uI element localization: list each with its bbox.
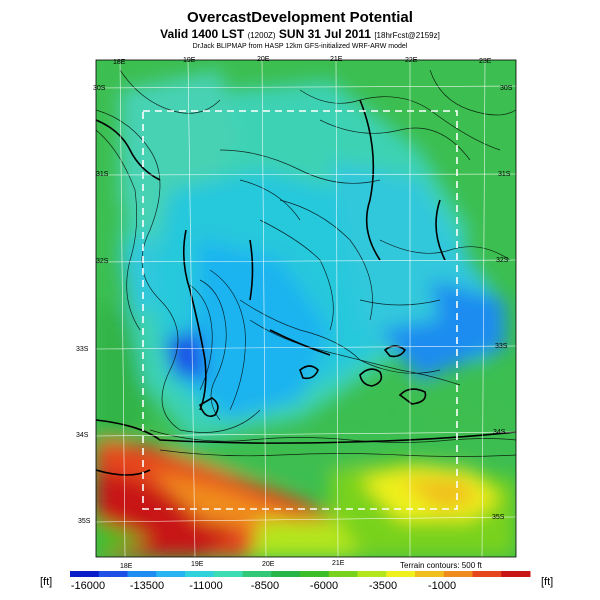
lon-label: 22E	[405, 57, 418, 64]
lon-label: 19E	[183, 57, 196, 64]
colorbar-unit-right: [ft]	[541, 576, 553, 588]
lat-label: 35S	[78, 518, 91, 525]
colorbar-swatch	[185, 571, 215, 577]
lon-label: 20E	[262, 561, 275, 568]
valid-time: Valid 1400 LST	[160, 27, 245, 41]
colorbar-tick-label: -16000	[71, 580, 105, 592]
colorbar-tick-label: -1000	[428, 580, 456, 592]
colorbar-swatch	[271, 571, 301, 577]
valid-date: SUN 31 Jul 2011	[278, 27, 371, 41]
map-title: OvercastDevelopment Potential	[187, 9, 413, 26]
lat-label: 32S	[96, 258, 109, 265]
colorbar-swatch	[98, 571, 128, 577]
lon-labels-bottom: 18E 19E 20E 21E	[120, 560, 345, 570]
lat-label: 30S	[500, 85, 513, 92]
lon-label: 19E	[191, 561, 204, 568]
colorbar-tick-label: -13500	[130, 580, 164, 592]
colorbar-unit-left: [ft]	[40, 576, 52, 588]
lat-label: 32S	[496, 257, 509, 264]
lat-label: 30S	[93, 85, 106, 92]
lat-label: 33S	[76, 346, 89, 353]
utc-time: (1200Z)	[247, 31, 276, 40]
colorbar-swatch	[415, 571, 445, 577]
colorbar-swatch	[213, 571, 243, 577]
lat-label: 35S	[492, 514, 505, 521]
forecast-info: [18hrFcst@2159z]	[374, 31, 440, 40]
heatmap-field	[96, 60, 516, 557]
map-subtitle: Valid 1400 LST (1200Z) SUN 31 Jul 2011 […	[0, 27, 600, 41]
colorbar-swatch	[386, 571, 416, 577]
lon-label: 18E	[113, 59, 126, 66]
lat-label: 34S	[493, 429, 506, 436]
colorbar-swatch	[501, 571, 531, 577]
colorbar	[70, 571, 531, 577]
colorbar-swatch	[443, 571, 473, 577]
colorbar-tick-label: -8500	[251, 580, 279, 592]
lat-label: 31S	[498, 171, 511, 178]
lat-label: 31S	[96, 171, 109, 178]
lat-label: 34S	[76, 432, 89, 439]
terrain-note: Terrain contours: 500 ft	[400, 561, 483, 570]
lon-label: 21E	[330, 56, 343, 63]
model-source: DrJack BLIPMAP from HASP 12km GFS-initia…	[192, 43, 408, 50]
lon-labels-top: 18E 19E 20E 21E 22E 23E	[113, 56, 492, 66]
colorbar-swatch	[300, 571, 330, 577]
colorbar-swatch	[357, 571, 387, 577]
colorbar-tick-label: -3500	[369, 580, 397, 592]
colorbar-swatch	[156, 571, 186, 577]
lon-label: 20E	[257, 56, 270, 63]
colorbar-swatch	[70, 571, 100, 577]
colorbar-swatch	[472, 571, 502, 577]
colorbar-tick-label: -6000	[310, 580, 338, 592]
lat-label: 33S	[495, 343, 508, 350]
lat-labels-left: 30S 31S 32S 33S 34S 35S	[76, 85, 109, 525]
lon-label: 18E	[120, 563, 133, 570]
lon-label: 21E	[332, 560, 345, 567]
colorbar-tick-label: -11000	[189, 580, 222, 592]
colorbar-swatch	[328, 571, 358, 577]
lat-labels-right: 30S 31S 32S 33S 34S 35S	[492, 85, 513, 521]
colorbar-swatch	[242, 571, 272, 577]
colorbar-tick-labels: -16000 -13500 -11000 -8500 -6000 -3500 -1000	[71, 580, 456, 592]
lon-label: 23E	[479, 58, 492, 65]
colorbar-swatch	[127, 571, 157, 577]
